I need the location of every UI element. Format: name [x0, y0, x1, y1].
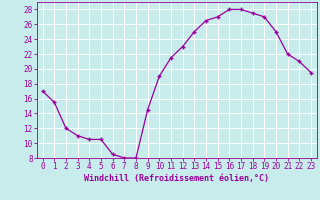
X-axis label: Windchill (Refroidissement éolien,°C): Windchill (Refroidissement éolien,°C): [84, 174, 269, 183]
